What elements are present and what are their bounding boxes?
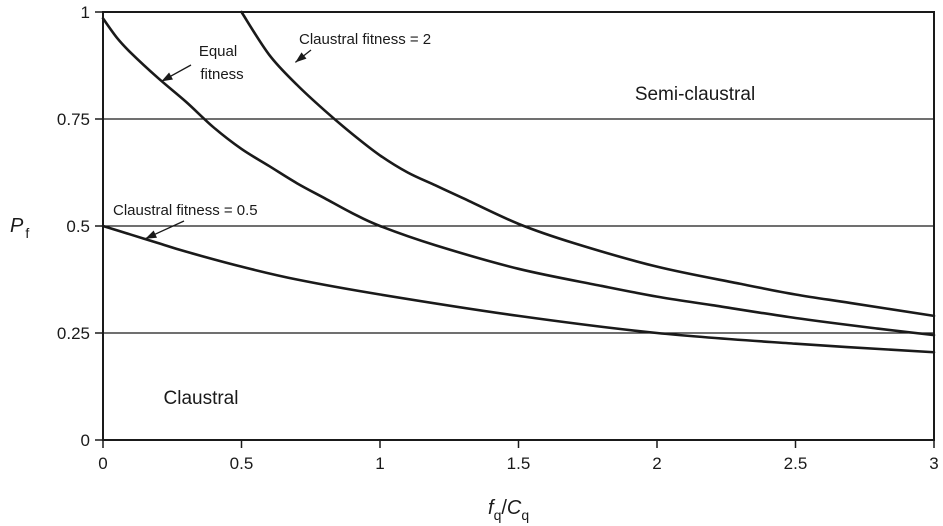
y-tick-label: 0 (81, 431, 90, 450)
x-axis-label-sub: q (494, 507, 502, 523)
annotation-claustral-fitness-2-arrow (294, 49, 312, 63)
x-axis-label-main: f (488, 497, 496, 519)
y-axis-label-main: P (10, 215, 24, 237)
annotation-equal-fitness-line2: fitness (200, 66, 243, 83)
y-tick-label: 0.25 (57, 324, 90, 343)
x-tick-label: 1 (375, 454, 384, 473)
series-equal-fitness (101, 17, 936, 337)
x-tick-label: 2 (652, 454, 661, 473)
y-tick-label: 0.5 (66, 217, 90, 236)
x-tick-label: 2.5 (784, 454, 808, 473)
axis-ticks: 0 0.5 1 1.5 2 2.5 3 0 0.25 0.5 0.75 1 (57, 3, 939, 473)
series-layer (101, 10, 936, 354)
y-tick-label: 0.75 (57, 110, 90, 129)
annotation-claustral-fitness-2: Claustral fitness = 2 (299, 31, 431, 48)
y-axis-label-sub: f (25, 225, 29, 241)
annotation-claustral-fitness-0-5: Claustral fitness = 0.5 (113, 202, 258, 219)
x-axis-label-sep: / (501, 497, 507, 519)
region-label-semi-claustral: Semi-claustral (635, 84, 755, 105)
series-claustral-fitness-2 (240, 10, 936, 318)
series-claustral-fitness-0-5 (101, 224, 936, 354)
x-axis-label-main2: C (507, 497, 522, 519)
gridlines (103, 118, 934, 334)
x-axis-label: fq/Cq (488, 497, 529, 523)
region-label-claustral: Claustral (164, 388, 239, 409)
x-tick-label: 0 (98, 454, 107, 473)
x-tick-label: 0.5 (230, 454, 254, 473)
annotation-layer: Equal fitness Claustral fitness = 2 Claustr… (113, 31, 431, 240)
x-tick-label: 3 (929, 454, 938, 473)
y-tick-label: 1 (81, 3, 90, 22)
annotation-equal-fitness-arrow (161, 64, 192, 82)
annotation-equal-fitness-line1: Equal (199, 43, 237, 60)
x-tick-label: 1.5 (507, 454, 531, 473)
annotation-claustral-fitness-0-5-arrow (145, 220, 185, 240)
x-axis-label-sub2: q (521, 507, 529, 523)
